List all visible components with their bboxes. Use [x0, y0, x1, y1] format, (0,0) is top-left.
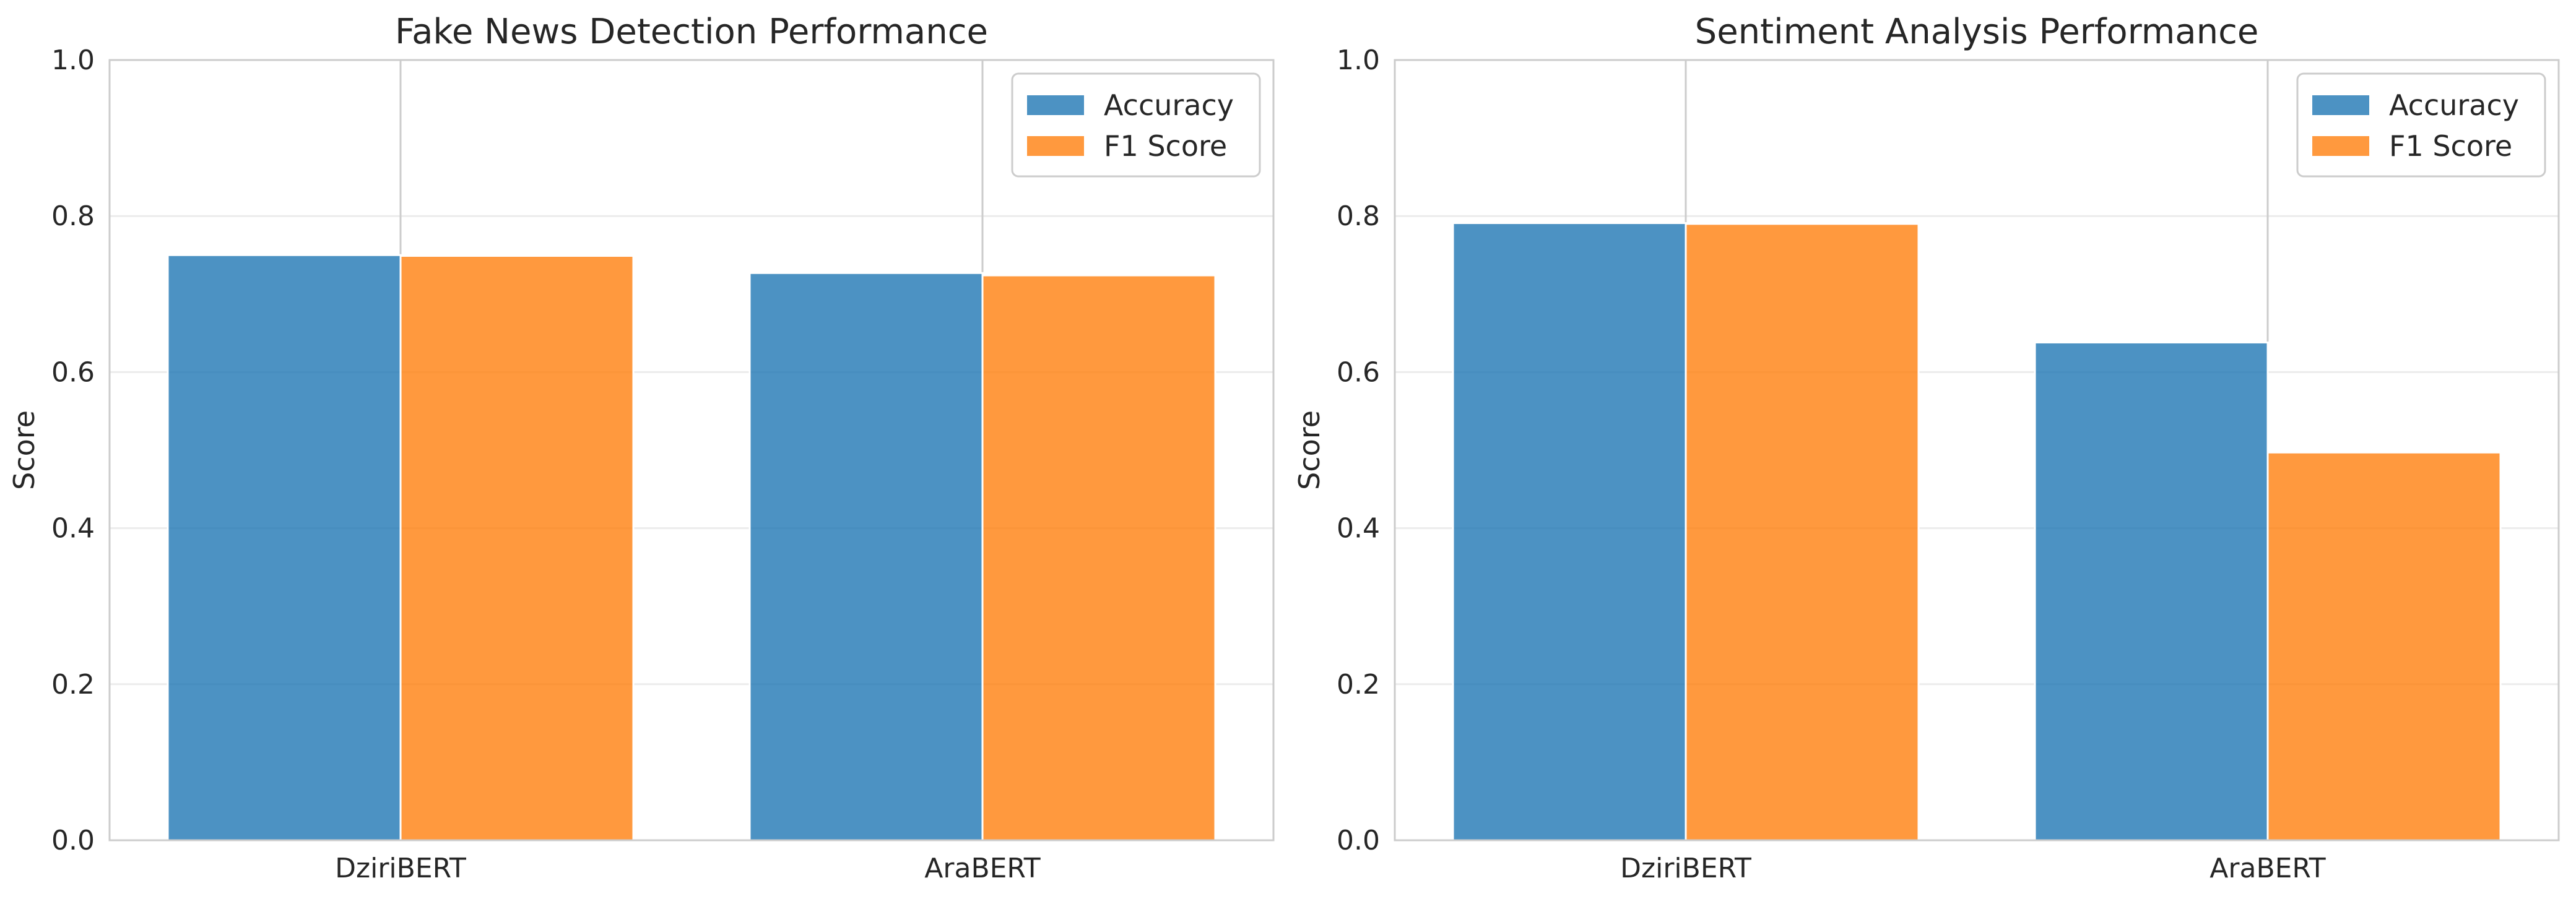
sentiment-y-tick-label: 1.0 [1337, 45, 1380, 76]
sentiment-legend: Accuracy F1 Score [2296, 72, 2546, 178]
fake-news-legend-swatch-accuracy [1027, 95, 1084, 115]
fake-news-legend-label: Accuracy [1104, 88, 1234, 122]
sentiment-chart-title: Sentiment Analysis Performance [1695, 12, 2259, 52]
fake-news-y-tick-label: 1.0 [51, 45, 95, 76]
sentiment-y-tick-label: 0.6 [1337, 356, 1380, 388]
sentiment-x-tick-label: AraBERT [2210, 853, 2326, 884]
fake-news-y-tick-label: 0.0 [51, 825, 95, 856]
sentiment-x-tick-label: DziriBERT [1620, 853, 1751, 884]
sentiment-legend-swatch-f1-score [2312, 136, 2369, 156]
sentiment-bar-f1-score-dziribert [1685, 223, 1920, 842]
sentiment-y-tick-label: 0.0 [1337, 825, 1380, 856]
fake-news-legend-swatch-f1-score [1027, 136, 1084, 156]
sentiment-bar-accuracy-arabert [2034, 341, 2269, 842]
fake-news-y-tick-label: 0.4 [51, 513, 95, 545]
sentiment-plot-frame [1394, 59, 2560, 842]
fake-news-legend-label: F1 Score [1104, 129, 1227, 163]
fake-news-y-tick-label: 0.6 [51, 356, 95, 388]
fake-news-x-tick-label: DziriBERT [335, 853, 466, 884]
fake-news-y-tick-label: 0.2 [51, 669, 95, 700]
sentiment-legend-swatch-accuracy [2312, 95, 2369, 115]
fake-news-x-tick-label: AraBERT [924, 853, 1041, 884]
fake-news-bar-f1-score-dziribert [399, 255, 635, 842]
sentiment-y-tick-label: 0.4 [1337, 513, 1380, 545]
sentiment-bar-f1-score-arabert [2266, 451, 2502, 842]
fake-news-chart-panel: 0.0 0.2 0.4 0.6 0.8 1.0 DziriBERT AraBERT Fake N… [7, 12, 1275, 884]
fake-news-bar-accuracy-arabert [748, 272, 984, 842]
fake-news-chart-title: Fake News Detection Performance [395, 12, 988, 52]
fake-news-bar-accuracy-dziribert [167, 254, 402, 842]
fake-news-legend: Accuracy F1 Score [1011, 72, 1261, 178]
sentiment-y-tick-label: 0.8 [1337, 200, 1380, 232]
sentiment-y-tick-label: 0.2 [1337, 669, 1380, 700]
fake-news-y-axis-label: Score [7, 410, 41, 490]
sentiment-legend-label: Accuracy [2389, 88, 2519, 122]
fake-news-bar-f1-score-arabert [981, 274, 1216, 842]
sentiment-bar-accuracy-dziribert [1452, 222, 1687, 842]
sentiment-y-axis-label: Score [1293, 410, 1326, 490]
fake-news-y-tick-label: 0.8 [51, 200, 95, 232]
sentiment-legend-label: F1 Score [2389, 129, 2512, 163]
sentiment-analysis-chart-panel: 0.0 0.2 0.4 0.6 0.8 1.0 DziriBERT AraBERT Sentim… [1293, 12, 2560, 884]
fake-news-plot-frame [108, 59, 1275, 842]
